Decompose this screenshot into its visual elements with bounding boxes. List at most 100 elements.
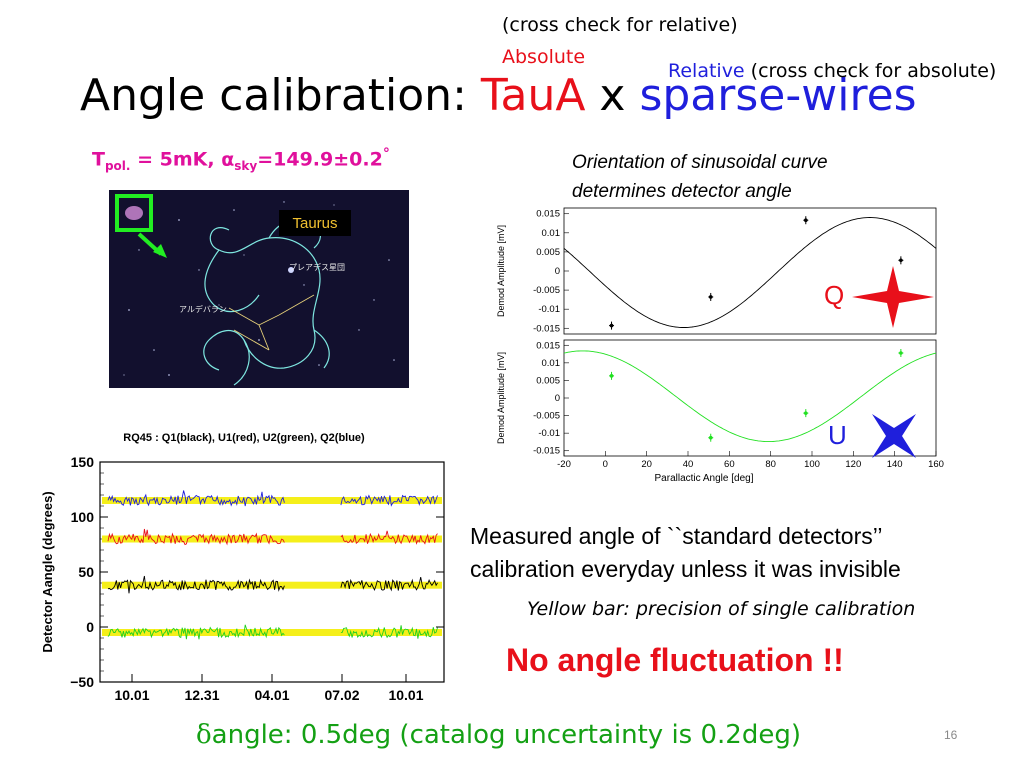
u-fit-curve [563,350,937,443]
orientation-text: Orientation of sinusoidal curve determin… [572,148,828,206]
measured-line2: calibration everyday unless it was invis… [470,556,901,582]
absolute-check-label: (cross check for absolute) [744,60,997,82]
detector-ytick-label: 150 [71,454,95,470]
detector-series-line [340,625,438,639]
u-data-point [609,374,614,378]
title-prefix: Angle calibration: [80,70,481,121]
q-ytick-label: 0.015 [536,209,560,220]
u-ytick-label: 0.015 [536,340,560,351]
taurus-sky-image: Taurus プレアデス星団 アルデバラン [109,190,409,388]
q-fit-curve [563,217,937,328]
u-xtick-label: 160 [928,459,944,470]
u-ytick-label: 0.005 [536,375,560,386]
q-star-icon [852,266,934,328]
q-ytick-label: 0.01 [542,228,561,239]
q-frame [563,207,937,335]
aldebaran-label: アルデバラン [179,304,227,314]
q-ytick-label: 0.005 [536,247,560,258]
yellow-precision-bar [102,497,442,504]
q-ytick-label: 0 [555,266,560,277]
u-xtick-label: 100 [804,459,820,470]
title-sparse-wires: sparse-wires [639,70,917,121]
crab-nebula-thumbnail [125,206,143,220]
u-data-point [899,351,903,355]
title-x: x [585,70,640,121]
u-xtick-label: 60 [724,459,735,470]
detector-xtick-label: 04.01 [254,687,289,703]
orientation-line1: Orientation of sinusoidal curve [572,152,828,173]
tpol-mid: = 5mK, α [130,148,235,171]
q-panel: 0.015 0.01 0.005 0 -0.005 -0.01 -0.015 Demod Am… [496,207,937,335]
q-ytick-label: -0.01 [538,304,560,315]
u-data-point [804,411,808,415]
u-xtick-label: -20 [557,459,571,470]
detector-xtick-label: 07.02 [324,687,359,703]
u-ytick-label: -0.015 [533,446,560,457]
detector-ytick-label: −50 [70,674,94,690]
x-axis-title: Parallactic Angle [deg] [655,473,754,484]
delta-angle-note: δangle: 0.5deg (catalog uncertainty is 0… [196,720,801,750]
q-ytick-label: -0.005 [533,285,560,296]
yellow-precision-bar [102,581,442,589]
detector-series-line [340,530,438,545]
yellow-bar-note: Yellow bar: precision of single calibrat… [527,598,916,620]
relative-absolute-note: Relative (cross check for absolute) [668,60,996,82]
q-data-point [708,295,713,299]
u-ytick-label: 0.01 [542,358,561,369]
relative-check-note: (cross check for relative) [502,14,738,36]
tpol-value: =149.9±0.2 [257,148,383,171]
q-marker-label: Q [824,280,845,310]
tpol-sub-pol: pol. [104,159,131,174]
taurus-label: Taurus [292,215,337,232]
tpol-degree: ° [382,146,390,162]
title-taua: TauA [480,70,586,121]
inset-box [115,194,153,232]
q-ytick-label: -0.015 [533,323,560,334]
u-xtick-label: 120 [845,459,861,470]
absolute-label: Absolute [502,46,586,68]
arrow-icon [153,244,167,258]
detector-series-line [340,494,438,507]
u-y-axis-title: Demod Amplitude [mV] [496,352,506,444]
tpol-line: Tpol. = 5mK, αsky=149.9±0.2° [92,146,390,173]
q-data-point [609,323,614,328]
detector-xtick-label: 10.01 [388,687,423,703]
u-marker-label: U [828,420,847,450]
u-panel: 0.015 0.01 0.005 0 -0.005 -0.01 -0.015 Demod Am… [496,339,944,470]
tpol-t: T [92,148,105,171]
delta-symbol: δ [196,720,212,750]
detector-ytick-label: 100 [71,509,95,525]
detector-xtick-label: 12.31 [184,687,219,703]
constellation-drawing: Taurus プレアデス星団 アルデバラン [115,194,395,386]
detector-series-line [107,528,285,546]
u-star-icon [872,414,916,458]
pleiades-label: プレアデス星団 [289,262,345,272]
no-fluctuation-headline: No angle fluctuation !! [506,642,844,678]
yellow-precision-bar [102,629,442,636]
orientation-line2: determines detector angle [572,181,792,202]
detector-plot-area: 150 100 50 0 −50 10.01 12.31 04.01 07.02 10.01 [70,454,445,703]
u-xtick-label: 20 [641,459,652,470]
detector-frame [99,461,445,683]
detector-series-line [107,624,285,640]
relative-label: Relative [668,60,745,82]
detector-series-line [107,490,285,507]
detector-ytick-label: 50 [78,564,94,580]
detector-chart-title: RQ45 : Q1(black), U1(red), U2(green), Q2… [123,432,365,444]
detector-xtick-label: 10.01 [114,687,149,703]
u-xtick-label: 40 [683,459,694,470]
sinusoid-chart: 0.015 0.01 0.005 0 -0.005 -0.01 -0.015 Demod Am… [496,207,944,484]
detector-series-line [340,577,438,592]
u-frame [563,339,937,457]
q-y-axis-title: Demod Amplitude [mV] [496,225,506,317]
measured-text: Measured angle of ``standard detectors’’… [470,520,901,586]
u-xtick-label: 140 [887,459,903,470]
detector-y-axis-title: Detector Aangle (degrees) [40,491,55,652]
u-data-point [708,435,713,440]
u-ytick-label: -0.005 [533,411,560,422]
detector-angle-chart: RQ45 : Q1(black), U1(red), U2(green), Q2… [40,432,445,703]
slide-title: Angle calibration: TauA x sparse-wires [80,70,917,121]
page-number: 16 [944,728,958,742]
detector-series-line [107,575,285,594]
q-data-point [899,258,903,263]
